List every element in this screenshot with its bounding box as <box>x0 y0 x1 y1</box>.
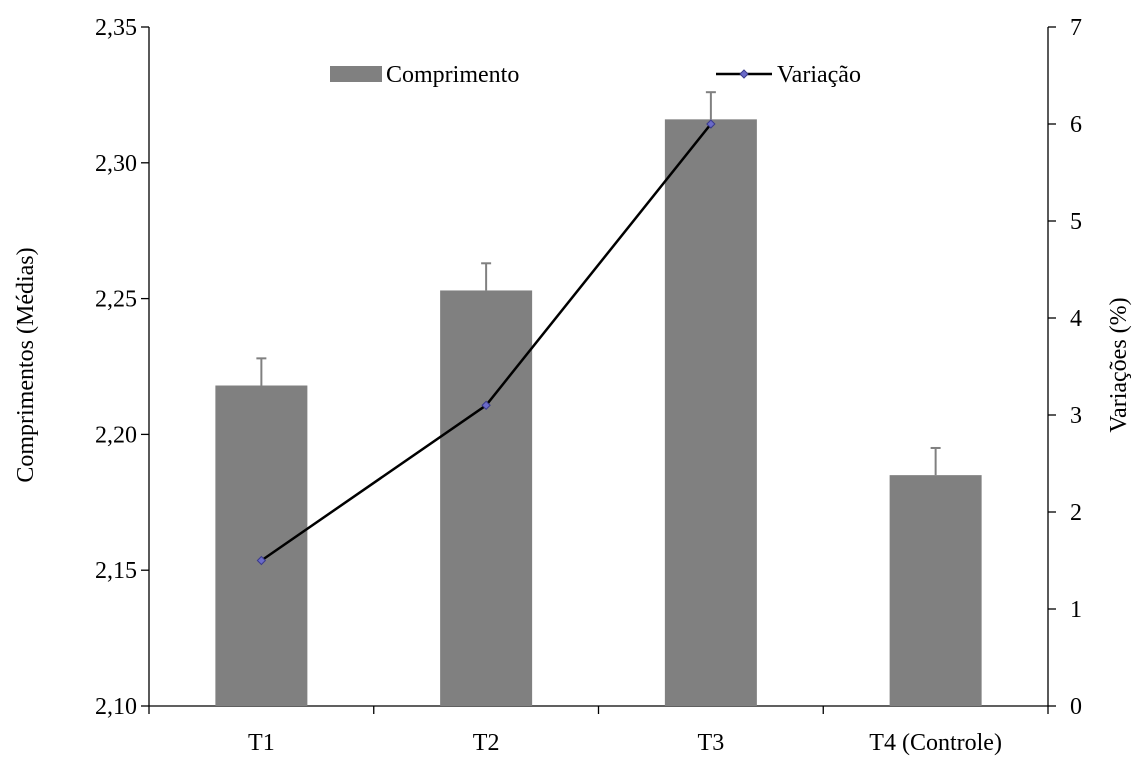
y-tick-label: 2,30 <box>95 151 137 177</box>
y2-tick-label: 3 <box>1070 403 1082 429</box>
x-tick-label: T4 (Controle) <box>869 730 1002 756</box>
x-tick-label: T3 <box>698 730 725 756</box>
error-bars <box>256 91 941 476</box>
y-tick-label: 2,20 <box>95 422 137 448</box>
y-axis-title: Comprimentos (Médias) <box>13 247 39 482</box>
y2-tick-label: 6 <box>1070 112 1082 138</box>
bar <box>889 475 982 706</box>
variation-point <box>481 400 491 411</box>
y-tick-label: 2,15 <box>95 558 137 584</box>
x-tick-label: T1 <box>248 730 275 756</box>
y2-tick-label: 5 <box>1070 209 1082 235</box>
variation-line <box>256 119 716 566</box>
legend-swatch-comprimento <box>330 66 382 82</box>
axes: 2,10 2,15 2,20 2,25 2,30 2,35 0 1 2 3 4 5 6 7 T1 T2 T3 T4… <box>95 15 1082 756</box>
legend: Comprimento Variação <box>330 62 861 88</box>
y2-tick-label: 0 <box>1070 694 1082 720</box>
y2-tick-label: 7 <box>1070 15 1082 41</box>
y-tick-label: 2,10 <box>95 694 137 720</box>
y2-tick-label: 1 <box>1070 597 1082 623</box>
y2-axis-title: Variações (%) <box>1106 297 1132 432</box>
variation-point <box>256 555 267 566</box>
bar <box>215 385 308 706</box>
y-tick-label: 2,35 <box>95 15 137 41</box>
y2-tick-label: 2 <box>1070 500 1082 526</box>
y-tick-label: 2,25 <box>95 287 137 313</box>
x-tick-label: T2 <box>473 730 500 756</box>
legend-label-comprimento: Comprimento <box>386 62 519 88</box>
legend-marker-variacao <box>739 69 749 79</box>
bars <box>215 119 982 707</box>
bar <box>664 119 757 707</box>
legend-label-variacao: Variação <box>777 62 861 88</box>
y2-tick-label: 4 <box>1070 306 1082 332</box>
variation-point <box>706 119 716 129</box>
bar <box>440 290 533 706</box>
